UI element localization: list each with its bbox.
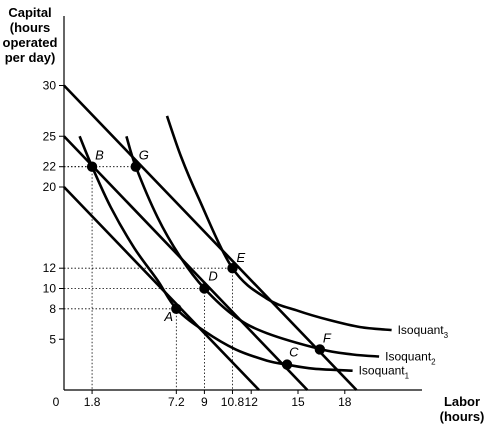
isocost-line	[63, 84, 358, 391]
y-tick-label: 20	[43, 180, 57, 194]
isoquant-label-name: Isoquant	[359, 364, 406, 378]
point-label-f: F	[323, 330, 332, 345]
x-tick-label: 1.8	[84, 395, 101, 409]
y-tick-label: 5	[49, 332, 56, 346]
y-axis-title-line: operated	[3, 35, 58, 50]
point-f	[314, 344, 326, 355]
x-axis-title-line: (hours)	[440, 409, 485, 424]
y-tick-label: 12	[43, 261, 57, 275]
y-axis-title-line: Capital	[8, 5, 51, 20]
point-e	[227, 263, 238, 274]
x-tick-label: 10.8	[221, 395, 245, 409]
isoquant-label-subscript: 3	[444, 331, 449, 340]
isoquant-curve	[78, 135, 353, 372]
isoquant-curve	[165, 115, 392, 332]
y-axis-title-line: per day)	[5, 50, 56, 65]
axes	[59, 16, 422, 394]
point-a	[171, 303, 182, 314]
isoquant-label-name: Isoquant	[385, 350, 432, 364]
point-label-b: B	[95, 148, 104, 163]
point-label-g: G	[139, 148, 149, 163]
isoquant-label-name: Isoquant	[398, 323, 445, 337]
point-g	[130, 161, 141, 172]
origin-label: 0	[53, 395, 60, 409]
y-tick-label: 30	[43, 79, 57, 93]
y-axis-title-line: (hours	[10, 20, 50, 35]
y-tick-label: 10	[43, 282, 57, 296]
chart-labels: Capital (hours operated per day)Labor (hours…	[3, 5, 485, 424]
x-tick-label: 9	[201, 395, 208, 409]
y-axis-title: Capital (hours operated per day)	[3, 5, 58, 65]
point-label-c: C	[289, 345, 299, 360]
isoquant-label: Isoquant3	[398, 323, 449, 340]
point-b	[86, 161, 98, 172]
y-tick-label: 8	[49, 302, 56, 316]
y-tick-label: 25	[43, 129, 57, 143]
point-label-e: E	[236, 250, 245, 265]
isoquant-label: Isoquant2	[385, 350, 436, 367]
x-axis-title-line: Labor	[444, 394, 480, 409]
equilibrium-points	[86, 161, 326, 370]
x-tick-label: 12	[245, 395, 259, 409]
isoquant-label-subscript: 1	[405, 372, 410, 381]
x-tick-label: 15	[291, 395, 305, 409]
point-label-d: D	[208, 269, 217, 284]
x-axis-title: Labor (hours)	[440, 394, 485, 424]
isoquant-label-subscript: 2	[431, 358, 436, 367]
isoquant-curves	[78, 115, 392, 372]
isoquant-curve	[125, 135, 380, 358]
isoquant-label: Isoquant1	[359, 364, 410, 381]
isocost-lines	[63, 84, 358, 391]
point-c	[281, 359, 293, 370]
x-tick-label: 18	[338, 395, 352, 409]
x-tick-label: 7.2	[168, 395, 185, 409]
point-label-a: A	[163, 309, 173, 324]
y-tick-label: 22	[43, 160, 57, 174]
point-d	[199, 283, 210, 294]
